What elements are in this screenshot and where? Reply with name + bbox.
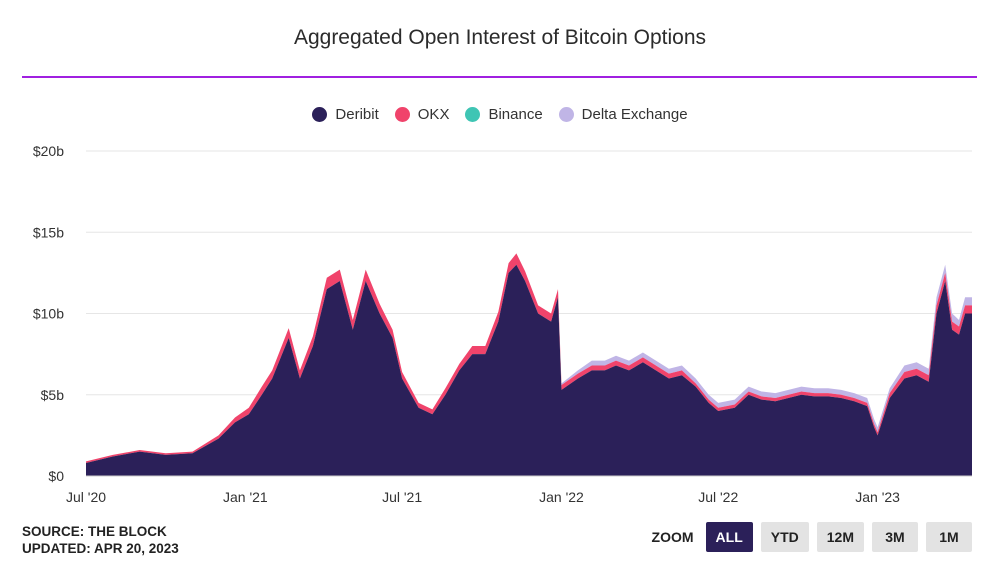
- legend-swatch-binance: [465, 107, 481, 122]
- y-tick-label: $15b: [33, 224, 64, 240]
- zoom-button-1m[interactable]: 1M: [926, 522, 972, 552]
- x-tick-label: Jan '21: [223, 489, 268, 505]
- zoom-button-all[interactable]: ALL: [705, 522, 753, 552]
- y-tick-label: $0: [48, 468, 64, 484]
- legend-label-deribit: Deribit: [335, 106, 379, 123]
- x-tick-label: Jul '22: [698, 489, 738, 505]
- y-tick-label: $5b: [41, 387, 65, 403]
- zoom-button-3m[interactable]: 3M: [872, 522, 918, 552]
- legend-item-deribit[interactable]: Deribit: [312, 106, 379, 123]
- updated-text: UPDATED: APR 20, 2023: [22, 541, 179, 556]
- y-tick-label: $10b: [33, 306, 64, 322]
- legend-item-delta-exchange[interactable]: Delta Exchange: [558, 106, 688, 123]
- legend-item-okx[interactable]: OKX: [394, 106, 450, 123]
- zoom-button-ytd[interactable]: YTD: [760, 522, 809, 552]
- legend-label-binance: Binance: [488, 106, 543, 123]
- title-divider: [22, 76, 977, 78]
- chart-legend: Deribit OKX Binance Delta Exchange: [0, 106, 1000, 123]
- x-tick-label: Jul '20: [66, 489, 106, 505]
- x-tick-label: Jan '22: [539, 489, 584, 505]
- legend-label-delta-exchange: Delta Exchange: [581, 106, 688, 123]
- source-text: SOURCE: THE BLOCK: [22, 524, 167, 539]
- legend-item-binance[interactable]: Binance: [465, 106, 543, 123]
- area-series-deribit: [86, 264, 972, 476]
- zoom-label: ZOOM: [651, 529, 694, 545]
- chart-plot: $0 $5b $10b $15b $20b Jul '20 Jan '21 Jul '21 Ja…: [33, 143, 972, 505]
- x-tick-label: Jan '23: [855, 489, 900, 505]
- zoom-controls: ZOOM ALL YTD 12M 3M 1M: [652, 522, 972, 552]
- chart-footer: SOURCE: THE BLOCK UPDATED: APR 20, 2023: [22, 523, 179, 557]
- chart-title: Aggregated Open Interest of Bitcoin Opti…: [293, 26, 707, 49]
- legend-swatch-okx: [394, 107, 410, 122]
- legend-swatch-deribit: [312, 107, 328, 122]
- x-tick-label: Jul '21: [382, 489, 422, 505]
- y-tick-label: $20b: [33, 143, 64, 159]
- zoom-button-12m[interactable]: 12M: [816, 522, 864, 552]
- legend-swatch-delta-exchange: [558, 107, 574, 122]
- legend-label-okx: OKX: [417, 106, 450, 123]
